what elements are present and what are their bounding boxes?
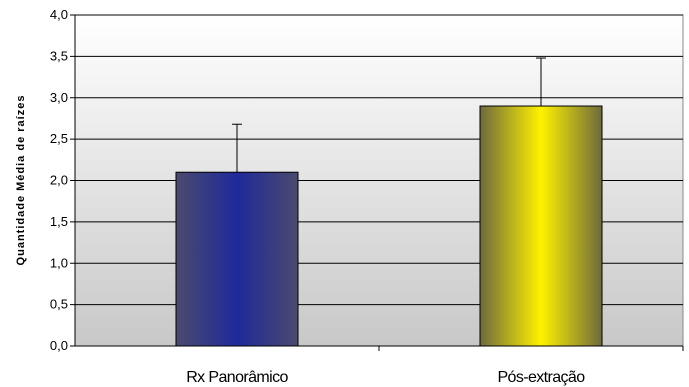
y-tick-label: 2,0 xyxy=(50,173,68,188)
bar xyxy=(175,171,299,347)
bars xyxy=(175,57,603,347)
y-tick-label: 1,5 xyxy=(50,214,68,229)
y-tick-label: 3,0 xyxy=(50,90,68,105)
y-axis-ticks: 0,0 0,5 1,0 1,5 2,0 2,5 3,0 3,5 4,0 xyxy=(50,7,75,353)
y-axis-title: Quantidade Média de raízes xyxy=(15,95,27,266)
x-category-label: Pós-extração xyxy=(497,369,585,386)
bar xyxy=(479,105,603,347)
x-category-label: Rx Panorâmico xyxy=(186,369,288,386)
y-tick-label: 3,5 xyxy=(50,48,68,63)
y-tick-label: 0,5 xyxy=(50,297,68,312)
y-tick-label: 4,0 xyxy=(50,7,68,22)
y-tick-label: 1,0 xyxy=(50,255,68,270)
y-tick-label: 0,0 xyxy=(50,338,68,353)
y-tick-label: 2,5 xyxy=(50,131,68,146)
x-axis-labels: Rx Panorâmico Pós-extração xyxy=(186,346,684,386)
